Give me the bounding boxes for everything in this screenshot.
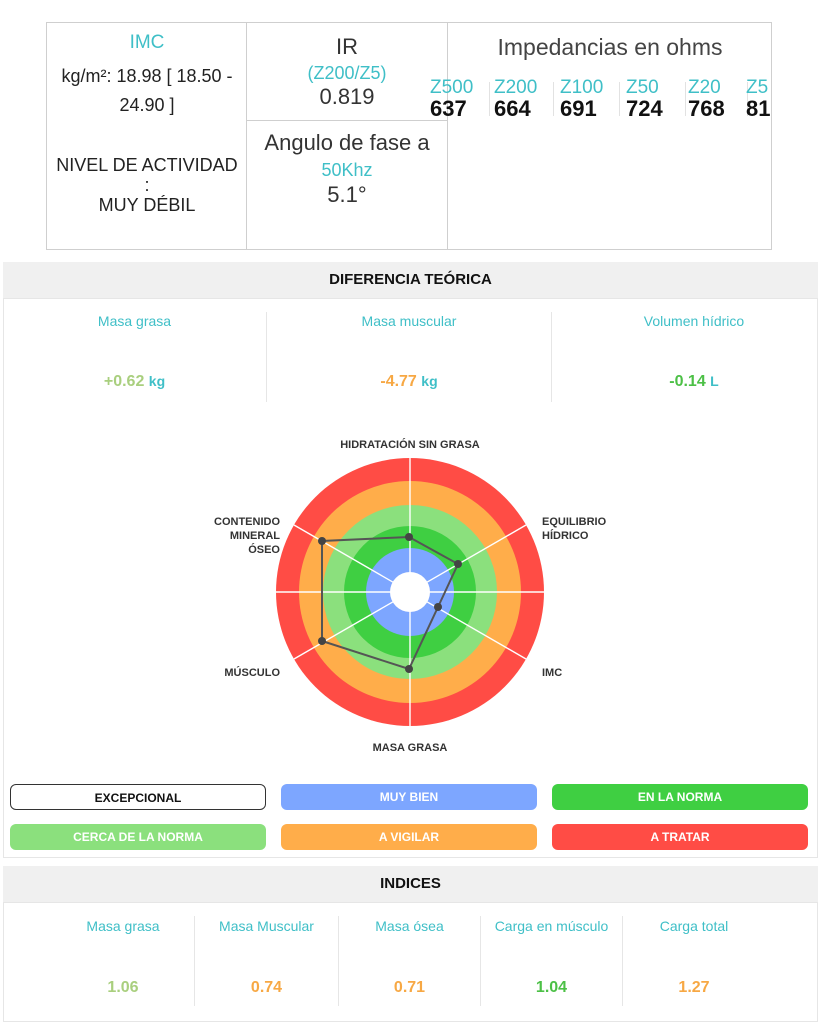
imc-value: kg/m²: 18.98 [ 18.50 - 24.90 ] bbox=[61, 66, 233, 115]
index-muscle-load: Carga en músculo 1.04 bbox=[481, 918, 622, 997]
legend-en-la-norma[interactable]: EN LA NORMA bbox=[552, 784, 808, 810]
impedance-z5: Z5 81 bbox=[746, 78, 771, 121]
legend-cerca-de-la-norma[interactable]: CERCA DE LA NORMA bbox=[10, 824, 266, 850]
index-total-load-value: 1.27 bbox=[678, 979, 710, 996]
index-bone-mass-label: Masa ósea bbox=[375, 918, 444, 934]
index-fat-mass-label: Masa grasa bbox=[86, 918, 160, 934]
phase-angle-title: Angulo de fase a bbox=[264, 130, 430, 155]
point-imc bbox=[434, 603, 442, 611]
diff-water-volume-label: Volumen hídrico bbox=[643, 313, 745, 329]
impedance-z50: Z50 724 bbox=[626, 78, 688, 120]
index-muscle-mass-value: 0.74 bbox=[250, 979, 283, 996]
impedances-title: Impedancias en ohms bbox=[497, 34, 723, 60]
diff-water-volume: Volumen hídrico -0.14 L bbox=[552, 313, 819, 391]
index-muscle-load-label: Carga en músculo bbox=[494, 918, 609, 934]
radar-label-water-balance-2: HÍDRICO bbox=[542, 529, 589, 542]
activity-colon: : bbox=[144, 175, 150, 195]
legend-muy-bien[interactable]: MUY BIEN bbox=[281, 784, 537, 810]
diff-fat-mass: Masa grasa +0.62 kg bbox=[3, 313, 266, 391]
impedance-z20: Z20 768 bbox=[688, 78, 750, 120]
point-mineral-oseo bbox=[318, 537, 326, 545]
body-composition-radar: HIDRATACIÓN SIN GRASA EQUILIBRIO HÍDRICO… bbox=[214, 438, 607, 754]
diff-muscle-mass-unit: kg bbox=[421, 373, 438, 389]
radar-label-muscle: MÚSCULO bbox=[224, 666, 280, 679]
point-masa-grasa bbox=[405, 665, 413, 673]
radar-label-water-balance-1: EQUILIBRIO bbox=[542, 516, 607, 528]
legend-a-tratar[interactable]: A TRATAR bbox=[552, 824, 808, 850]
legend-a-vigilar[interactable]: A VIGILAR bbox=[281, 824, 537, 850]
index-bone-mass-value: 0.71 bbox=[393, 979, 426, 996]
impedance-z100: Z100 691 bbox=[560, 78, 622, 120]
point-equilibrio bbox=[454, 560, 462, 568]
ir-title: IR bbox=[336, 34, 358, 59]
index-muscle-mass: Masa Muscular 0.74 bbox=[195, 918, 338, 997]
phase-angle-frequency: 50Khz bbox=[321, 160, 373, 180]
diff-fat-mass-unit: kg bbox=[148, 373, 166, 389]
activity-label: NIVEL DE ACTIVIDAD bbox=[56, 155, 238, 175]
ir-value: 0.819 bbox=[319, 84, 375, 109]
radar-points bbox=[318, 533, 462, 673]
diff-fat-mass-value: +0.62 bbox=[103, 373, 145, 390]
impedance-z200: Z200 664 bbox=[494, 78, 556, 120]
index-bone-mass: Masa ósea 0.71 bbox=[339, 918, 480, 997]
point-musculo bbox=[318, 637, 326, 645]
radar-axes bbox=[276, 458, 544, 726]
index-total-load-label: Carga total bbox=[659, 918, 729, 934]
ir-subtitle: (Z200/Z5) bbox=[307, 63, 387, 83]
index-muscle-load-value: 1.04 bbox=[535, 979, 568, 996]
radar-label-imc: IMC bbox=[542, 667, 562, 679]
index-fat-mass-value: 1.06 bbox=[107, 979, 139, 996]
summary-table: IMC kg/m²: 18.98 [ 18.50 - 24.90 ] NIVEL… bbox=[0, 22, 772, 250]
index-total-load: Carga total 1.27 bbox=[623, 918, 765, 997]
point-hidratacion bbox=[405, 533, 413, 541]
radar-label-mineral-2: MINERAL bbox=[230, 530, 280, 542]
activity-level: NIVEL DE ACTIVIDAD : MUY DÉBIL bbox=[48, 152, 246, 218]
diff-fat-mass-label: Masa grasa bbox=[97, 313, 172, 329]
section-theoretical-difference-header: DIFERENCIA TEÓRICA bbox=[3, 262, 818, 298]
diff-muscle-mass-label: Masa muscular bbox=[361, 313, 457, 329]
impedance-z500: Z500 637 bbox=[430, 78, 492, 120]
radar-label-mineral-3: ÓSEO bbox=[248, 543, 280, 556]
imc-title: IMC bbox=[129, 32, 165, 53]
radar-label-mineral-1: CONTENIDO bbox=[214, 516, 280, 528]
phase-angle-value: 5.1° bbox=[327, 182, 367, 207]
indices-panel bbox=[3, 902, 818, 1022]
index-muscle-mass-label: Masa Muscular bbox=[219, 918, 314, 934]
section-indices-header: INDICES bbox=[3, 866, 818, 902]
impedances-list[interactable]: Z500 637 Z200 664 Z100 691 Z50 724 Z20 768 Z5… bbox=[430, 78, 772, 124]
radar-label-fat-mass: MASA GRASA bbox=[373, 742, 448, 754]
radar-label-hydration: HIDRATACIÓN SIN GRASA bbox=[340, 438, 480, 451]
diff-water-volume-value: -0.14 bbox=[669, 373, 706, 390]
legend-excepcional[interactable]: EXCEPCIONAL bbox=[10, 784, 266, 810]
diff-muscle-mass-value: -4.77 bbox=[380, 373, 417, 390]
diff-water-volume-unit: L bbox=[710, 373, 719, 389]
activity-value: MUY DÉBIL bbox=[98, 195, 196, 215]
diff-muscle-mass: Masa muscular -4.77 kg bbox=[267, 313, 551, 391]
index-fat-mass: Masa grasa 1.06 bbox=[52, 918, 194, 997]
